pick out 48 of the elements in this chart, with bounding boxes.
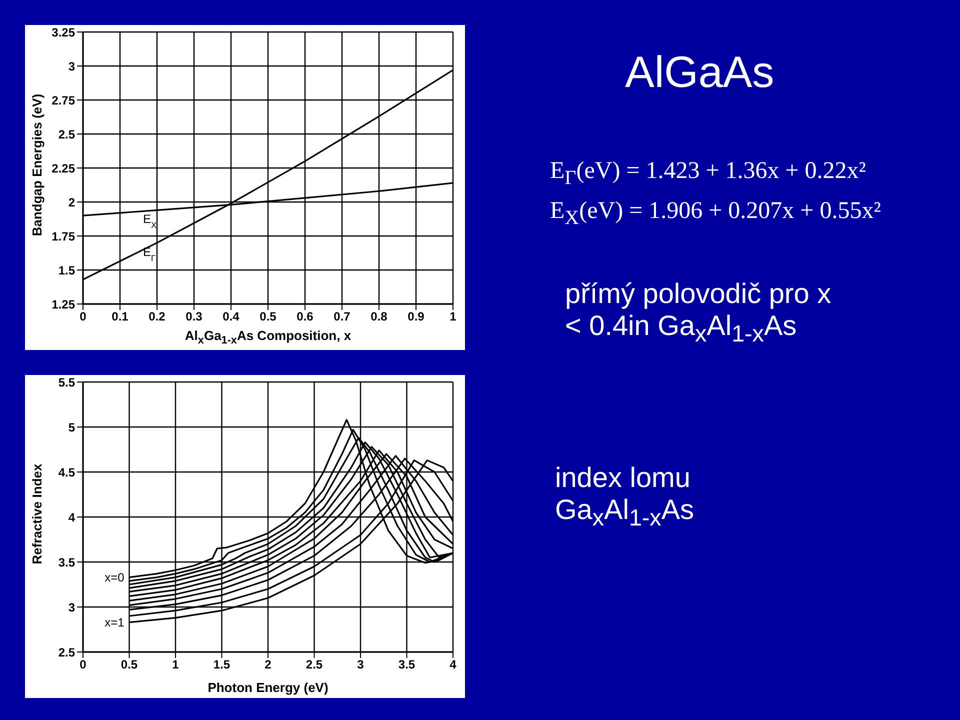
y-tick-label: 2 (68, 195, 76, 210)
x-tick-label: 0 (80, 310, 87, 324)
y-tick-label: 1.5 (58, 263, 76, 278)
x-tick-label: 1 (172, 658, 180, 672)
text: E$_{Γ}$(eV) = 1.423 + 1.36x + 0.22x² (550, 158, 868, 190)
x-tick-label: 3 (357, 658, 364, 672)
x-axis-title: Al$_{x}$Ga$_{1-x}$As Composition, x (184, 328, 352, 347)
x-tick-label: 3.5 (398, 658, 416, 672)
x-tick-label: 0.7 (334, 310, 351, 324)
x-tick-label: 0.9 (408, 310, 425, 324)
y-tick-label: 5.5 (58, 375, 76, 390)
y-tick-label: 3.5 (58, 555, 76, 570)
y-tick-label: 2.5 (58, 645, 76, 660)
x-tick-label: 0.4 (222, 310, 240, 324)
x-tick-label: 0.8 (370, 310, 388, 324)
series-label: E$_{X}$ (143, 212, 158, 230)
series-label: x=1 (104, 615, 125, 630)
y-axis-title: Refractive Index (30, 463, 44, 564)
y-tick-label: 5 (68, 420, 76, 434)
x-tick-label: 1.5 (213, 658, 230, 672)
y-tick-label: 3.25 (52, 25, 76, 40)
text: přímý polovodič pro x < 0.4in Ga$_{x}$Al$_{1-x}$As (565, 278, 832, 348)
y-tick-label: 2.75 (52, 93, 76, 108)
y-tick-label: 4.5 (58, 465, 76, 480)
x-tick-label: 0.5 (260, 310, 277, 324)
x-tick-label: 1 (450, 310, 457, 324)
y-tick-label: 4 (68, 510, 76, 524)
x-tick-label: 0.3 (186, 310, 203, 324)
x-tick-label: 2 (264, 658, 272, 672)
text: AlGaAs (625, 48, 774, 98)
series-label: x=0 (104, 570, 125, 584)
x-tick-label: 0.6 (296, 310, 314, 324)
text: index lomu Ga$_{x}$Al$_{1-x}$As (555, 462, 696, 532)
y-tick-label: 3 (68, 59, 76, 74)
text: E$_{X}$(eV) = 1.906 + 0.207x + 0.55x² (550, 198, 882, 230)
y-tick-label: 2.5 (58, 127, 76, 142)
x-tick-label: 0.2 (148, 310, 166, 324)
y-axis-title: Bandgap Energies (eV) (30, 93, 44, 236)
x-tick-label: 0 (80, 658, 87, 672)
y-tick-label: 1.25 (52, 297, 76, 312)
y-tick-label: 2.25 (52, 161, 76, 176)
y-tick-label: 3 (68, 600, 76, 614)
x-tick-label: 4 (450, 658, 457, 672)
x-tick-label: 0.1 (112, 310, 129, 324)
y-tick-label: 1.75 (52, 229, 76, 244)
x-tick-label: 2.5 (306, 658, 323, 672)
x-tick-label: 0.5 (120, 658, 138, 672)
x-axis-title: Photon Energy (eV) (206, 680, 330, 695)
